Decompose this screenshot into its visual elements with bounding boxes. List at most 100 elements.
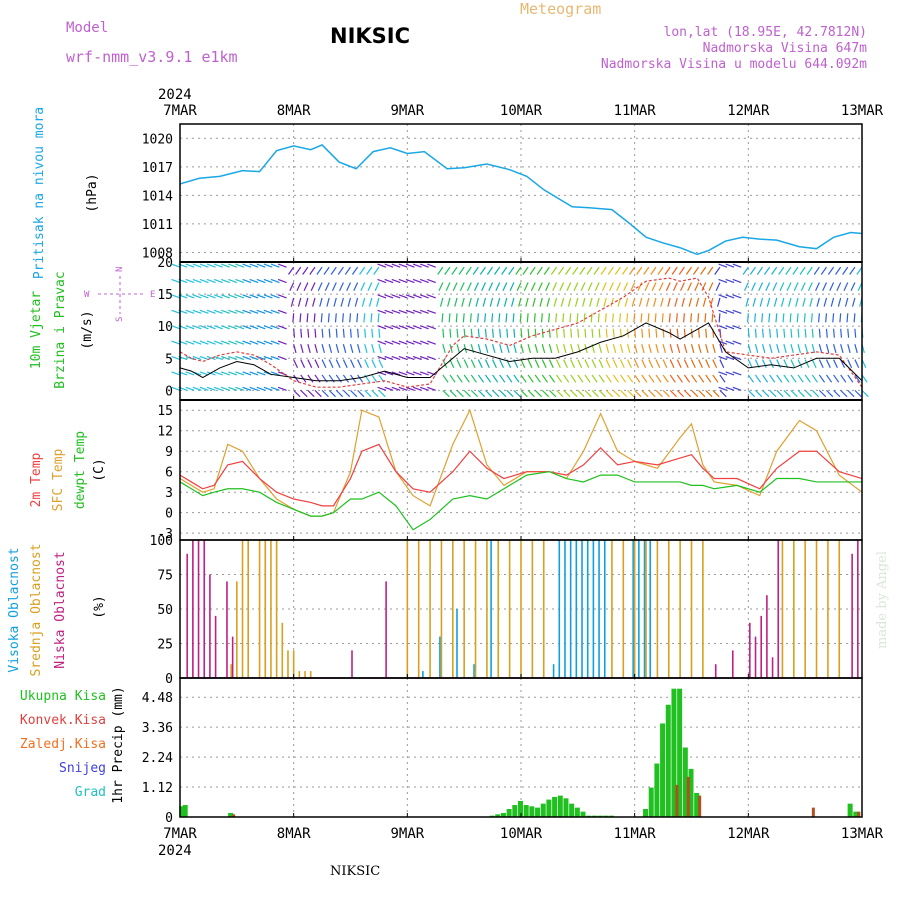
precip-total-bar (228, 812, 234, 817)
wind-arrow (709, 297, 714, 307)
precip-total-bar (529, 806, 535, 817)
wind-arrow (270, 355, 280, 361)
wind-arrow (756, 266, 764, 275)
wind-arrow (321, 359, 327, 368)
wind-arrow (384, 340, 394, 345)
wind-arrow (827, 266, 835, 275)
wind-arrow (366, 266, 373, 275)
wind-arrow (359, 266, 366, 275)
wind-arrow (270, 294, 280, 299)
wind-arrow (277, 325, 287, 330)
wind-arrow (536, 266, 543, 275)
cloud-low-label: Niska Oblacnost (53, 551, 68, 668)
wind-arrow (690, 344, 695, 354)
wind-arrow (610, 297, 614, 307)
wind-arrow (648, 328, 651, 338)
wind-arrow (843, 282, 849, 291)
wind-arrow (718, 294, 728, 299)
wind-arrow (718, 325, 728, 330)
panel-frame (179, 677, 863, 818)
wind-arrow (462, 313, 465, 323)
wind-arrow (277, 294, 287, 299)
wind-arrow (525, 297, 529, 307)
wind-arrow (334, 313, 337, 323)
wind-arrow (419, 371, 429, 376)
wind-arrow (548, 313, 551, 323)
wind-arrow (792, 266, 799, 275)
wind-arrow (520, 328, 523, 338)
wind-arrow (563, 344, 567, 354)
wind-arrow (171, 263, 181, 268)
wind-arrow (537, 282, 543, 291)
wind-arrow (405, 309, 415, 314)
wind-arrow (667, 297, 671, 307)
precip-total-bar (569, 803, 575, 817)
wind-arrow (822, 282, 828, 291)
wind-arrow (412, 294, 422, 299)
wind-arrow (825, 374, 833, 383)
wind-arrow (192, 278, 202, 284)
wind-arrow (813, 266, 820, 275)
wind-arrow (698, 328, 700, 338)
wind-arrow (484, 374, 492, 383)
wind-arrow (790, 389, 798, 398)
wind-arrow (384, 294, 394, 299)
wind-arrow (627, 374, 634, 383)
wind-arrow (810, 313, 813, 323)
wind-arrow (314, 344, 318, 354)
wind-arrow (213, 386, 223, 391)
wind-arrow (586, 266, 593, 275)
wind-arrow (270, 263, 280, 268)
wind-arrow (364, 359, 370, 368)
wind-arrow (199, 294, 209, 299)
wind-arrow (783, 328, 786, 338)
wind-arrow (732, 340, 742, 345)
cloud-tick-label: 75 (157, 569, 173, 584)
wind-arrow (758, 282, 764, 291)
wind-arrow (584, 389, 592, 398)
wind-arrow (437, 266, 444, 275)
wind-arrow (612, 344, 617, 354)
wind-arrow (783, 359, 789, 368)
model-elevation-label: Nadmorska Visina u modelu 644.092m (600, 57, 867, 72)
wind-arrow (776, 328, 779, 338)
wind-arrow (235, 309, 245, 314)
wind-arrow (221, 355, 230, 361)
wind-arrow (705, 389, 713, 398)
wind-arrow (492, 374, 499, 383)
wind-arrow (256, 309, 266, 314)
wind-arrow (654, 313, 657, 323)
wind-arrow (405, 355, 415, 361)
wind-arrow (816, 297, 820, 307)
wind-arrow (725, 278, 735, 284)
wind-arrow (442, 389, 450, 398)
wind-arrow (609, 282, 614, 291)
wind-arrow (633, 313, 636, 323)
wind-arrow (277, 263, 287, 268)
wind-arrow (249, 263, 259, 268)
wind-arrow (754, 374, 762, 383)
wind-arrow (356, 313, 359, 323)
wind-arrow (691, 389, 699, 398)
wind-arrow (364, 328, 367, 338)
wind-arrow (655, 389, 663, 398)
wind-arrow (350, 389, 358, 398)
wind-arrow (488, 282, 494, 291)
wind-arrow (391, 263, 401, 268)
wind-arrow (185, 263, 195, 268)
temp-2m-label: 2m Temp (29, 452, 44, 507)
wind-arrow (762, 374, 769, 383)
wind-arrow (398, 371, 408, 376)
precip-total-bar (580, 811, 586, 817)
wind-arrow (732, 325, 742, 330)
temp-tick-label: 0 (165, 507, 173, 522)
wind-arrow (688, 297, 693, 307)
precip-total-bar (643, 808, 649, 817)
wind-arrow (405, 294, 415, 299)
wind-arrow (391, 309, 401, 314)
wind-arrow (850, 282, 856, 291)
wind-arrow (769, 359, 774, 368)
wind-arrow (598, 328, 601, 338)
wind-arrow (206, 371, 216, 376)
x-tick-label-top: 10MAR (500, 103, 543, 119)
